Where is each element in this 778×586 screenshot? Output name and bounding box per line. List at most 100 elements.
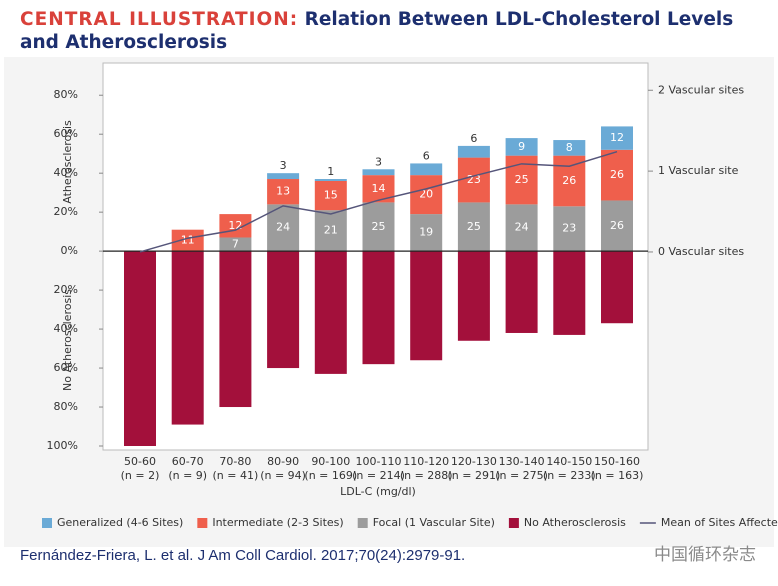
y-label-lower: No Atherosclerosis bbox=[61, 289, 74, 391]
value-label: 9 bbox=[518, 140, 525, 153]
bar-segment bbox=[219, 237, 252, 252]
bar-segment bbox=[457, 157, 490, 203]
y-tick-label: 40% bbox=[54, 322, 78, 335]
bar-segment bbox=[410, 251, 443, 361]
bar-segment bbox=[267, 173, 300, 180]
bar-segment bbox=[410, 175, 443, 215]
bar-segment bbox=[505, 251, 538, 333]
citation: Fernández-Friera, L. et al. J Am Coll Ca… bbox=[20, 547, 466, 564]
value-label: 24 bbox=[515, 221, 529, 234]
value-label: 7 bbox=[232, 237, 239, 250]
legend-label: No Atherosclerosis bbox=[524, 516, 626, 529]
x-tick-label: 110-120 bbox=[403, 455, 449, 468]
legend-swatch bbox=[357, 518, 368, 528]
legend-swatch bbox=[508, 518, 519, 528]
bar-segment bbox=[410, 163, 443, 176]
bar-segment bbox=[553, 140, 586, 156]
y-tick-label: 80% bbox=[54, 400, 78, 413]
bar-segment bbox=[314, 180, 347, 211]
bar-segment bbox=[362, 202, 395, 252]
bar-segment bbox=[601, 149, 633, 201]
legend-label: Generalized (4-6 Sites) bbox=[57, 516, 183, 529]
mean-line bbox=[139, 150, 618, 253]
bar-segment bbox=[601, 200, 633, 252]
value-label: 19 bbox=[419, 226, 433, 239]
value-label: 26 bbox=[610, 219, 624, 232]
x-tick-sublabel: (n = 275) bbox=[495, 469, 548, 482]
value-label: 20 bbox=[419, 188, 433, 201]
watermark: 中国循环杂志 bbox=[654, 545, 756, 565]
bar-segment bbox=[267, 179, 300, 205]
bar-segment bbox=[171, 229, 204, 252]
x-tick-sublabel: (n = 163) bbox=[591, 469, 644, 482]
bar-segment bbox=[553, 251, 586, 335]
x-tick-label: 120-130 bbox=[451, 455, 497, 468]
legend-label: Focal (1 Vascular Site) bbox=[373, 516, 495, 529]
bar-segment bbox=[314, 251, 347, 374]
y-tick-label: 80% bbox=[54, 88, 78, 101]
bar-segment bbox=[171, 251, 204, 425]
value-label: 26 bbox=[562, 174, 576, 187]
x-tick-sublabel: (n = 41) bbox=[213, 469, 259, 482]
value-label: 25 bbox=[372, 220, 386, 233]
title: CENTRAL ILLUSTRATION: Relation Between L… bbox=[20, 8, 760, 54]
legend-swatch bbox=[42, 518, 52, 528]
value-label: 6 bbox=[470, 132, 477, 145]
x-tick-sublabel: (n = 288) bbox=[400, 469, 453, 482]
legend-swatch bbox=[197, 518, 208, 528]
title-text: Relation Between LDL-Cholesterol Levels … bbox=[20, 9, 734, 53]
value-label: 23 bbox=[562, 222, 576, 235]
x-tick-label: 150-160 bbox=[594, 455, 640, 468]
legend-label: Intermediate (2-3 Sites) bbox=[212, 516, 343, 529]
x-tick-label: 80-90 bbox=[267, 455, 299, 468]
x-tick-label: 140-150 bbox=[546, 455, 592, 468]
y-tick-label: 60% bbox=[54, 127, 78, 140]
x-tick-sublabel: (n = 2) bbox=[121, 469, 160, 482]
bar-segment bbox=[505, 138, 538, 156]
y2-tick-label: 2 Vascular sites bbox=[658, 83, 744, 96]
value-label: 24 bbox=[276, 221, 290, 234]
x-tick-label: 130-140 bbox=[499, 455, 545, 468]
bar-segment bbox=[314, 210, 347, 252]
bar-segment bbox=[124, 251, 156, 446]
y-label-upper: Atherosclerosis bbox=[61, 120, 74, 204]
value-label: 6 bbox=[423, 149, 430, 162]
y-tick-label: 60% bbox=[54, 361, 78, 374]
x-tick-label: 100-110 bbox=[356, 455, 402, 468]
x-tick-sublabel: (n = 214) bbox=[352, 469, 405, 482]
value-label: 3 bbox=[280, 159, 287, 172]
x-tick-label: 60-70 bbox=[172, 455, 204, 468]
bar-segment bbox=[457, 202, 490, 252]
bar-segment bbox=[219, 251, 252, 408]
y-tick-label: 40% bbox=[54, 166, 78, 179]
y2-tick-label: 0 Vascular sites bbox=[658, 245, 744, 258]
title-lead: CENTRAL ILLUSTRATION: bbox=[20, 9, 299, 30]
y-tick-label: 0% bbox=[61, 244, 78, 257]
x-tick-label: 50-60 bbox=[124, 455, 156, 468]
y-tick-label: 20% bbox=[54, 283, 78, 296]
bar-segment bbox=[457, 251, 490, 341]
bar-segment bbox=[457, 145, 490, 158]
y2-tick-label: 1 Vascular site bbox=[658, 164, 739, 177]
value-label: 12 bbox=[610, 131, 624, 144]
value-label: 11 bbox=[181, 233, 195, 246]
y-tick-label: 20% bbox=[54, 205, 78, 218]
y-tick-label: 100% bbox=[47, 439, 78, 452]
bar-segment bbox=[505, 204, 538, 252]
x-tick-sublabel: (n = 94) bbox=[260, 469, 306, 482]
x-tick-sublabel: (n = 291) bbox=[448, 469, 501, 482]
value-label: 25 bbox=[515, 173, 529, 186]
value-label: 15 bbox=[324, 189, 338, 202]
value-label: 13 bbox=[276, 185, 290, 198]
value-label: 21 bbox=[324, 224, 338, 237]
bar-segment bbox=[410, 214, 443, 252]
bar-segment bbox=[553, 155, 586, 207]
legend-label: Mean of Sites Affected bbox=[661, 516, 778, 529]
bar-segment bbox=[601, 251, 633, 324]
value-label: 14 bbox=[372, 182, 386, 195]
x-tick-sublabel: (n = 9) bbox=[168, 469, 207, 482]
bar-segment bbox=[362, 169, 395, 176]
x-tick-label: 90-100 bbox=[311, 455, 350, 468]
